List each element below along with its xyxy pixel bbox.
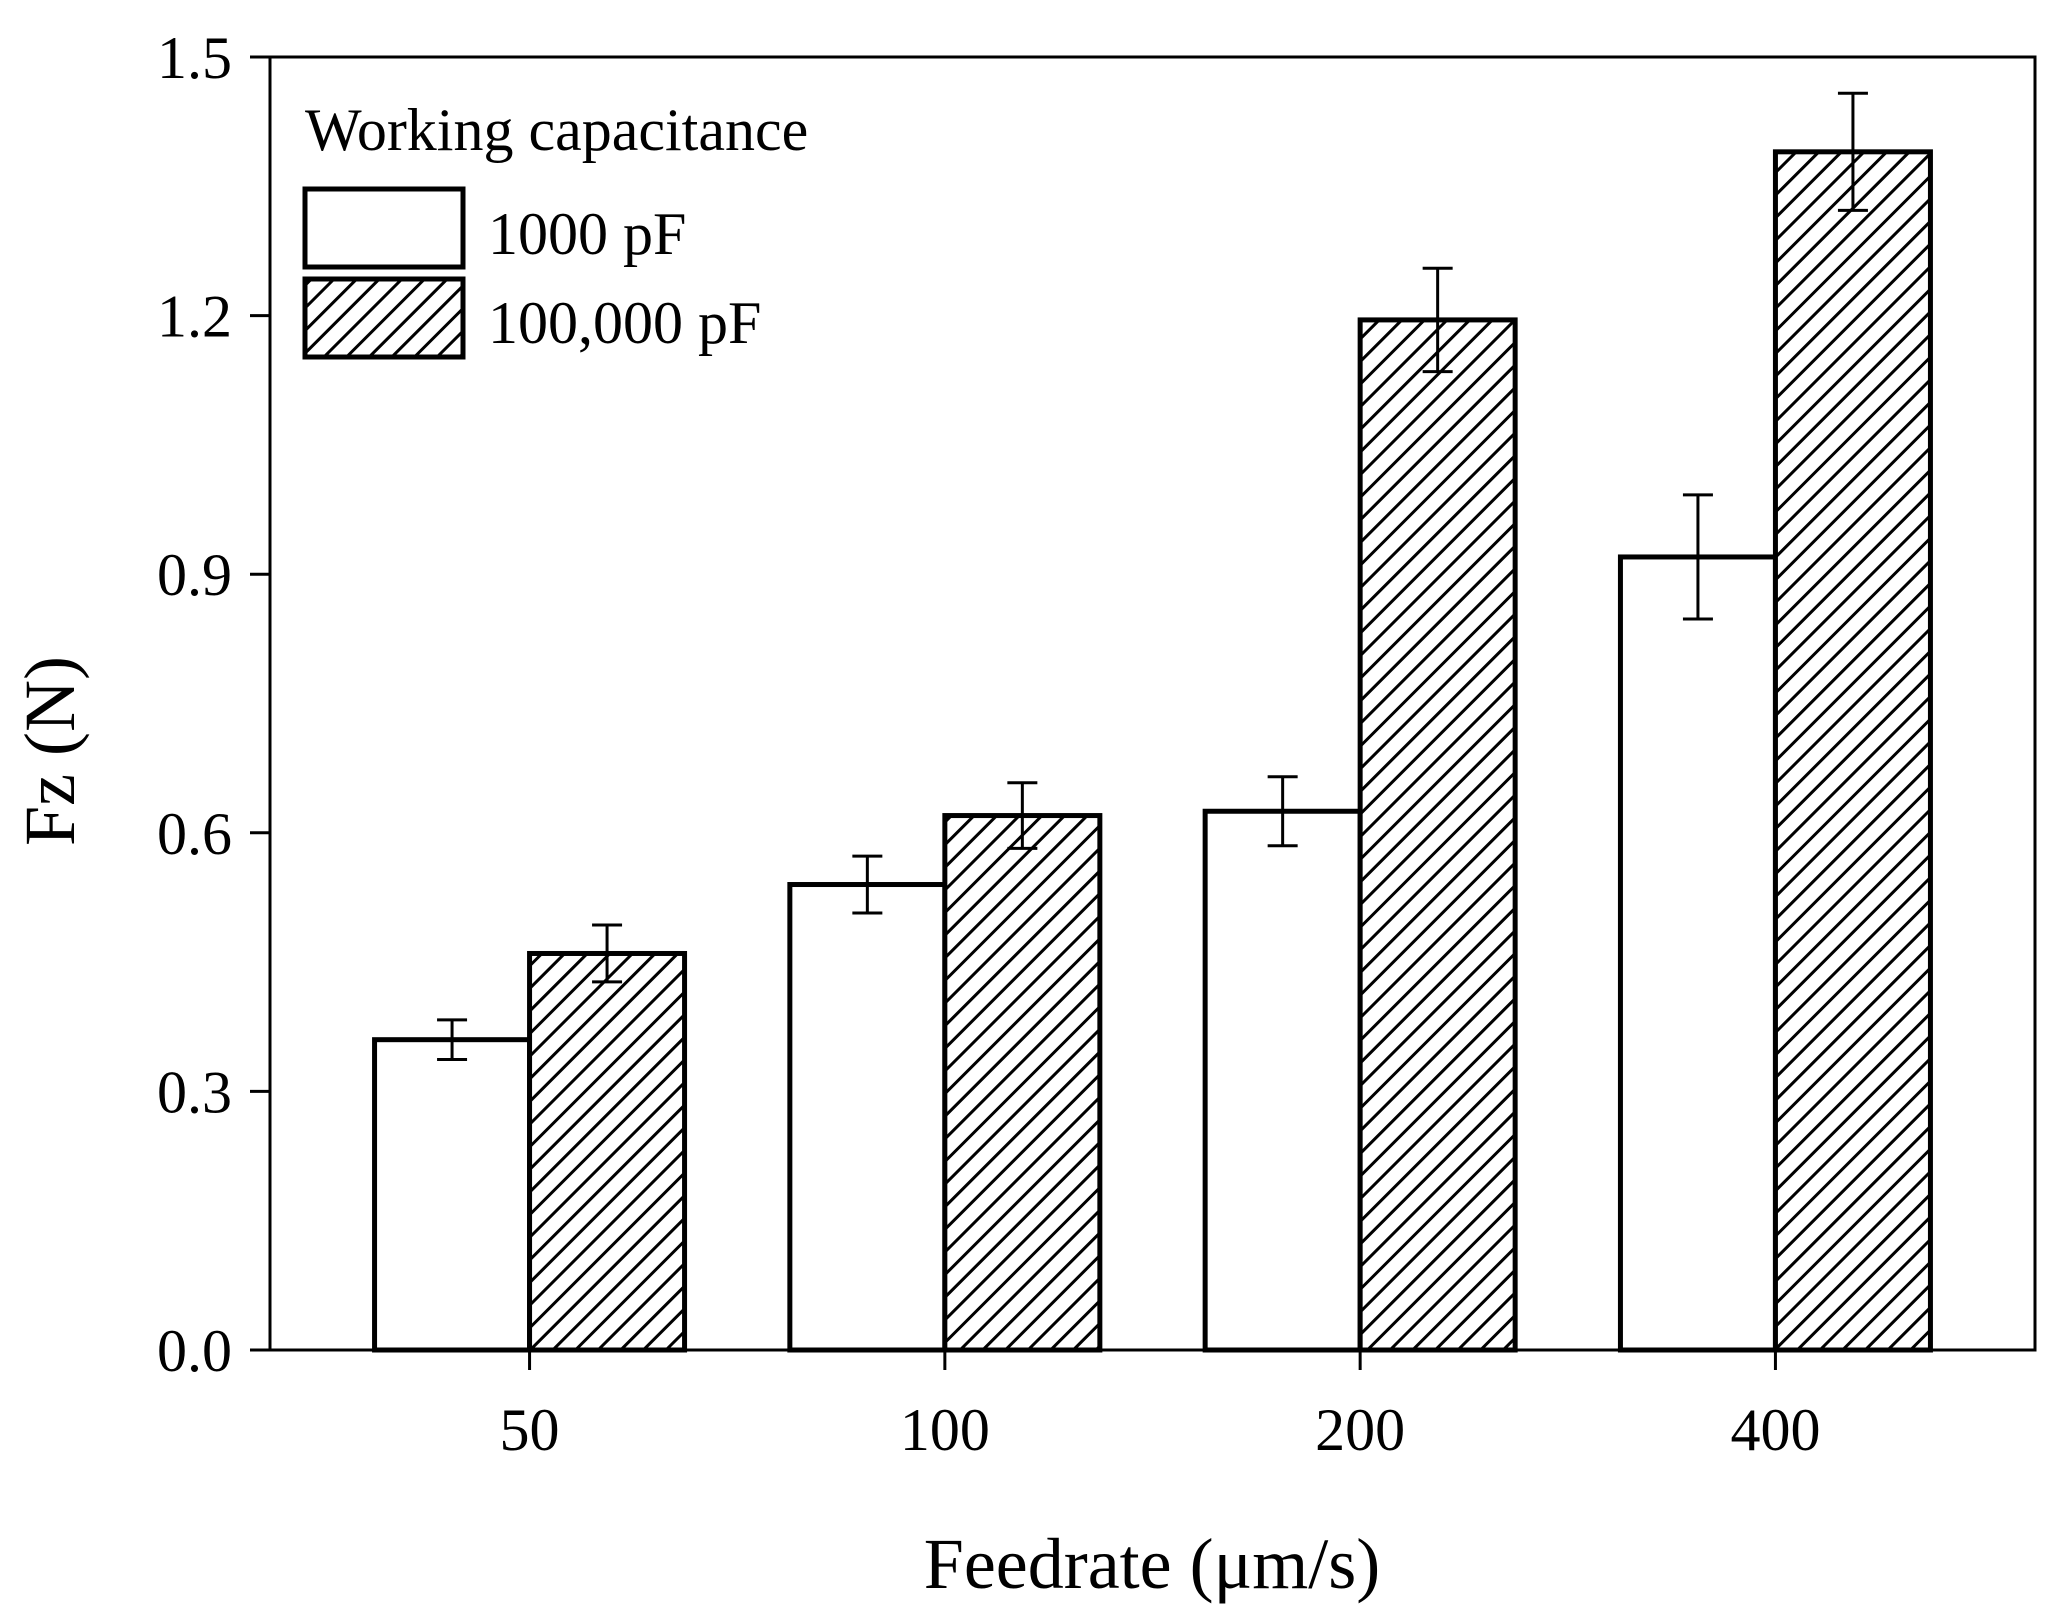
y-tick-label-0.0: 0.0 [157,1318,232,1384]
x-tick-label-200: 200 [1315,1397,1405,1463]
bar-100000pf-400 [1772,149,1933,1353]
error-bar-1000pf-50 [437,1018,468,1062]
bar-100000pf-100 [942,813,1103,1353]
legend-label-100000pf: 100,000 pF [488,290,761,356]
x-axis-title: Feedrate (μm/s) [924,1524,1380,1604]
error-bar-1000pf-200 [1267,775,1298,848]
y-tick-label-0.6: 0.6 [157,801,232,867]
x-tick-label-400: 400 [1730,1397,1820,1463]
x-axis: 50 100 200 400 [500,1350,1820,1463]
x-tick-label-50: 50 [500,1397,560,1463]
bar-100000pf-200 [1357,317,1518,1353]
y-axis-title: Fz (N) [10,656,90,846]
error-bar-100000pf-50 [592,923,623,984]
bar-1000pf-50 [372,1037,533,1353]
y-axis: 0.0 0.3 0.6 0.9 1.2 1.5 [157,25,270,1384]
error-bars-layer [437,91,1868,1062]
y-tick-label-0.9: 0.9 [157,542,232,608]
y-tick-label-1.5: 1.5 [157,25,232,91]
error-bar-1000pf-100 [852,854,883,915]
legend-swatch-1000pf [302,186,466,270]
x-tick-label-100: 100 [900,1397,990,1463]
error-bar-100000pf-200 [1422,266,1453,374]
y-tick-label-0.3: 0.3 [157,1059,232,1125]
bar-100000pf-50 [527,950,688,1353]
legend-swatch-100000pf [302,276,466,360]
error-bar-100000pf-100 [1007,781,1038,850]
bars-layer [372,149,1933,1353]
legend: Working capacitance 1000 pF 100,000 pF [302,97,808,360]
error-bar-1000pf-400 [1682,493,1713,621]
bar-1000pf-400 [1617,554,1778,1353]
legend-title: Working capacitance [305,97,808,163]
bar-1000pf-100 [787,882,948,1353]
plot-frame [268,55,2037,1352]
bar-1000pf-200 [1202,808,1363,1353]
legend-label-1000pf: 1000 pF [488,201,686,267]
y-tick-label-1.2: 1.2 [157,284,232,350]
error-bar-100000pf-400 [1837,91,1868,212]
